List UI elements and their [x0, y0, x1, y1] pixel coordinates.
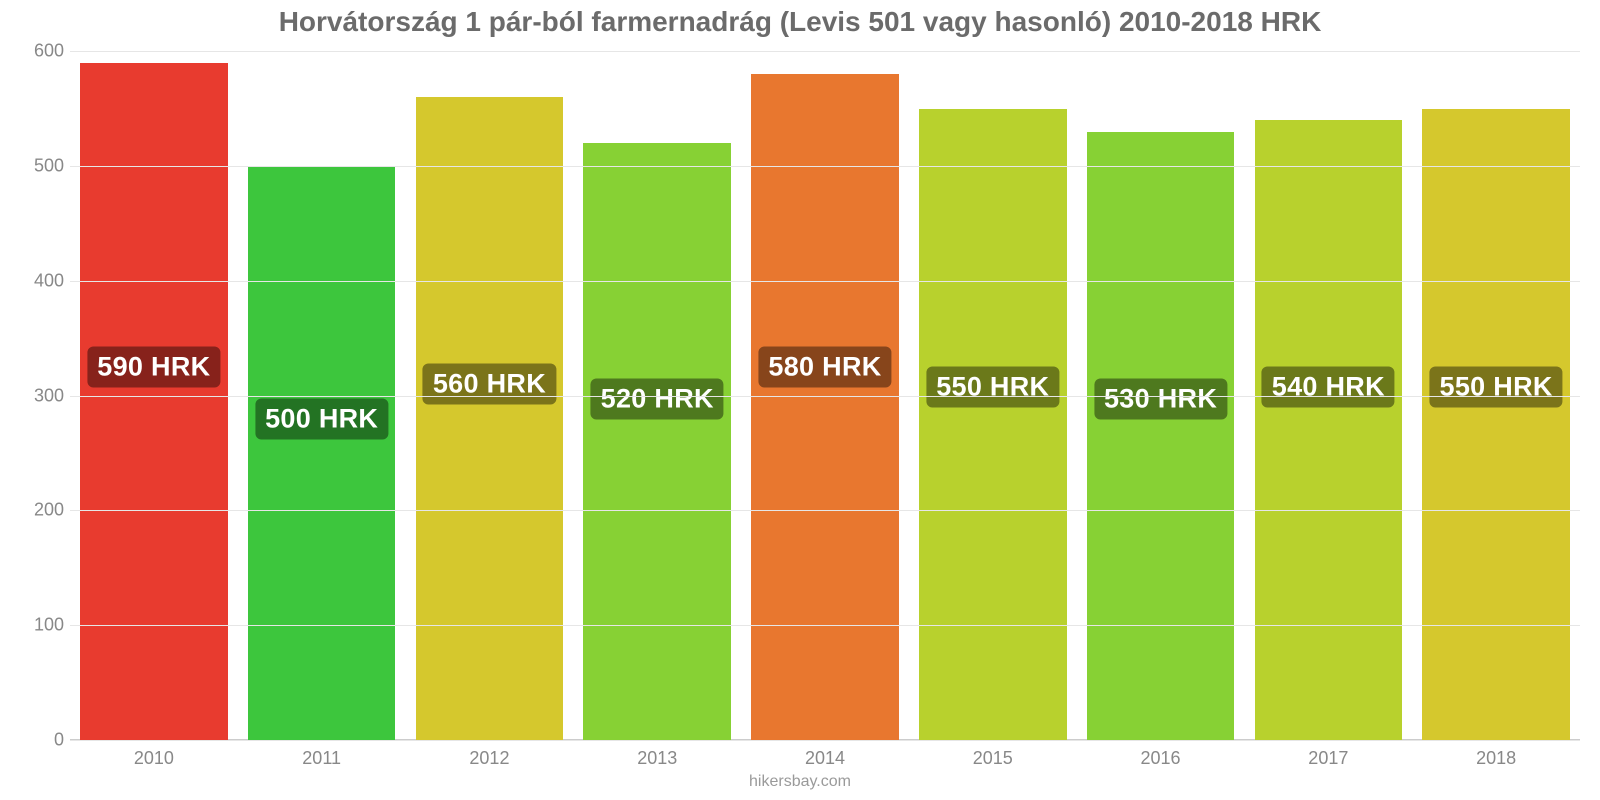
source-text: hikersbay.com: [0, 773, 1600, 791]
gridline: [70, 51, 1580, 52]
bars-container: 2010590 HRK2011500 HRK2012560 HRK2013520…: [70, 40, 1580, 740]
gridline: [70, 166, 1580, 167]
bar-chart: Horvátország 1 pár-ból farmernadrág (Lev…: [0, 0, 1600, 800]
bar: [751, 74, 899, 740]
value-badge: 550 HRK: [1430, 366, 1563, 407]
x-tick-label: 2011: [302, 748, 341, 769]
value-badge: 540 HRK: [1262, 366, 1395, 407]
x-tick-label: 2016: [1141, 748, 1181, 769]
x-tick-label: 2010: [134, 748, 174, 769]
chart-title: Horvátország 1 pár-ból farmernadrág (Lev…: [0, 6, 1600, 38]
x-tick-label: 2018: [1476, 748, 1516, 769]
y-tick-label: 400: [20, 270, 64, 291]
x-tick-label: 2013: [637, 748, 677, 769]
bar: [1255, 120, 1403, 740]
x-tick-label: 2014: [805, 748, 845, 769]
gridline: [70, 740, 1580, 741]
value-badge: 500 HRK: [255, 398, 388, 439]
bar: [80, 63, 228, 740]
value-badge: 590 HRK: [87, 347, 220, 388]
gridline: [70, 396, 1580, 397]
y-tick-label: 500: [20, 156, 64, 177]
value-badge: 530 HRK: [1094, 379, 1227, 420]
bar: [248, 166, 396, 740]
value-badge: 580 HRK: [758, 347, 891, 388]
gridline: [70, 281, 1580, 282]
x-tick-label: 2015: [973, 748, 1013, 769]
value-badge: 550 HRK: [926, 366, 1059, 407]
y-tick-label: 200: [20, 500, 64, 521]
x-tick-label: 2017: [1308, 748, 1348, 769]
value-badge: 560 HRK: [423, 364, 556, 405]
bar: [919, 109, 1067, 740]
y-tick-label: 300: [20, 385, 64, 406]
plot-area: 2010590 HRK2011500 HRK2012560 HRK2013520…: [70, 40, 1580, 740]
gridline: [70, 510, 1580, 511]
bar: [416, 97, 564, 740]
bar: [1087, 132, 1235, 740]
bar: [583, 143, 731, 740]
bar: [1422, 109, 1570, 740]
gridline: [70, 625, 1580, 626]
y-tick-label: 0: [20, 730, 64, 751]
y-tick-label: 100: [20, 615, 64, 636]
y-tick-label: 600: [20, 41, 64, 62]
value-badge: 520 HRK: [591, 379, 724, 420]
x-tick-label: 2012: [469, 748, 509, 769]
